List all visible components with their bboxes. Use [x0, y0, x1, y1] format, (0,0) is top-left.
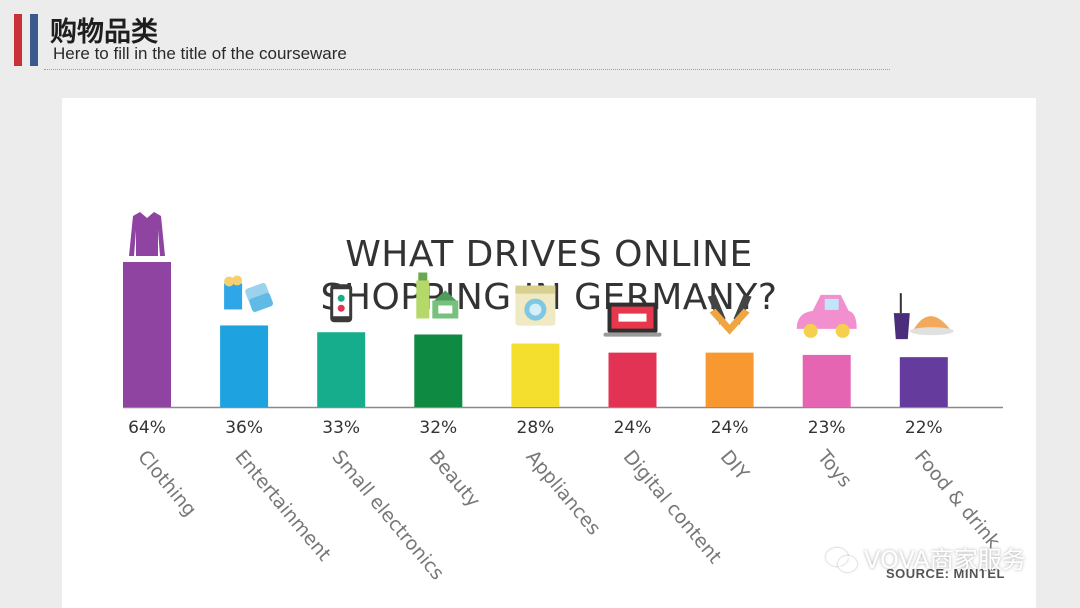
watermark: VOVA商家服务 — [826, 540, 1026, 575]
chart-title-line-1: WHAT DRIVES ONLINE — [345, 234, 753, 275]
value-label-7: 23% — [808, 418, 846, 438]
laptop-icon — [603, 302, 662, 337]
washing-machine-icon — [515, 285, 556, 326]
category-label-6: DIY — [716, 446, 754, 485]
value-label-4: 28% — [517, 418, 555, 438]
value-label-1: 36% — [225, 418, 263, 438]
category-label-0: Clothing — [133, 446, 201, 521]
header-blue-stripe — [30, 14, 38, 66]
sweater-icon — [129, 212, 165, 256]
watermark-text: VOVA商家服务 — [864, 546, 1026, 574]
bar-8 — [899, 357, 948, 407]
value-label-6: 24% — [711, 418, 749, 438]
header-divider — [44, 69, 890, 70]
tickets-popcorn-icon — [224, 275, 273, 312]
header-red-stripe — [14, 14, 22, 66]
bar-3 — [414, 334, 463, 407]
category-label-5: Digital content — [619, 446, 726, 568]
value-label-3: 32% — [419, 418, 457, 438]
category-label-1: Entertainment — [230, 446, 335, 565]
category-label-4: Appliances — [522, 446, 605, 539]
cosmetics-icon — [416, 272, 459, 319]
tools-icon — [707, 294, 752, 335]
category-label-3: Beauty — [424, 446, 484, 512]
toy-car-icon — [796, 294, 857, 338]
value-label-0: 64% — [128, 418, 166, 438]
value-label-5: 24% — [614, 418, 652, 438]
bar-2 — [317, 332, 366, 407]
bar-7 — [802, 354, 851, 407]
category-label-8: Food & drink — [910, 446, 1004, 553]
bar-4 — [511, 343, 560, 407]
value-label-8: 22% — [905, 418, 943, 438]
source-note: SOURCE: MINTEL — [886, 566, 1005, 581]
page-title: 购物品类 — [50, 17, 158, 48]
category-label-7: Toys — [812, 445, 856, 491]
bar-0 — [123, 262, 171, 407]
bar-6 — [705, 352, 754, 407]
food-drink-icon — [893, 293, 954, 340]
page-subtitle: Here to fill in the title of the coursew… — [53, 44, 347, 63]
wechat-icon — [826, 546, 857, 572]
value-label-2: 33% — [322, 418, 360, 438]
bar-5 — [608, 352, 657, 407]
bar-1 — [220, 325, 269, 407]
phone-icon — [330, 284, 353, 323]
